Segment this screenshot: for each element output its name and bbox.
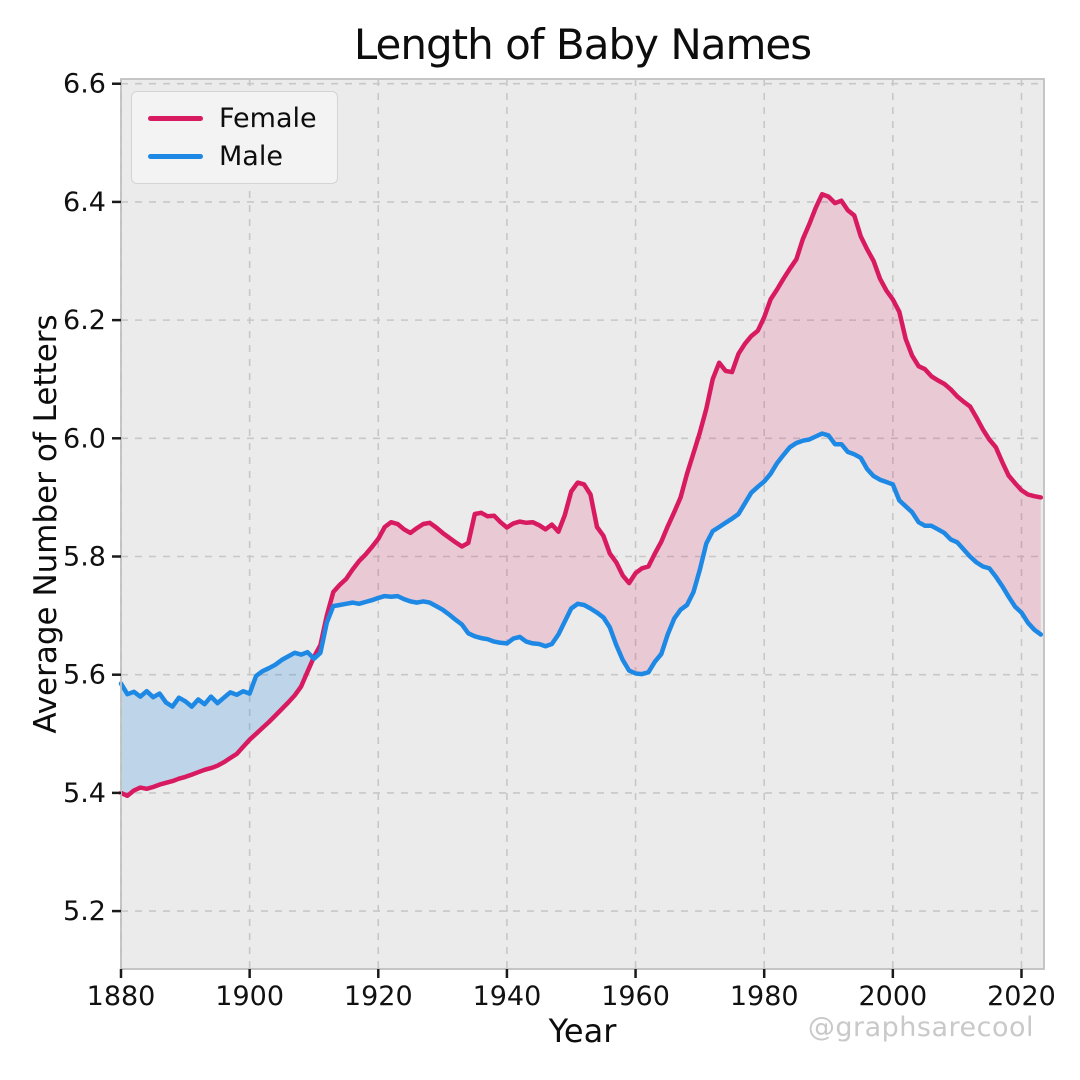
x-tick-label: 2020	[987, 981, 1056, 1012]
legend-item-female: Female	[148, 105, 317, 132]
y-tick-label: 6.4	[63, 187, 106, 218]
male-line	[118, 431, 1044, 709]
legend-label-female: Female	[219, 103, 317, 134]
y-axis-label: Average Number of Letters	[28, 314, 64, 734]
y-tick-label: 6.2	[63, 305, 106, 336]
y-tick-label: 5.4	[63, 778, 106, 809]
legend-item-male: Male	[148, 143, 317, 170]
x-axis-label: Year	[548, 1012, 617, 1050]
x-tick-label: 1960	[601, 981, 670, 1012]
y-tick-label: 5.8	[63, 542, 106, 573]
y-tick-label: 5.2	[63, 896, 106, 927]
female-line-swatch	[148, 116, 203, 121]
x-tick-label: 1940	[473, 981, 542, 1012]
legend-label-male: Male	[219, 141, 283, 172]
male-line-swatch	[148, 154, 203, 159]
plot-area	[121, 79, 1044, 969]
plot-border	[120, 78, 1045, 970]
female-line	[118, 191, 1044, 799]
fill-male-above	[121, 652, 314, 796]
chart-title: Length of Baby Names	[353, 20, 812, 69]
x-tick-label: 1880	[87, 981, 156, 1012]
x-tick-label: 1920	[344, 981, 413, 1012]
legend: Female Male	[131, 91, 338, 184]
fill-female-above	[313, 194, 1041, 675]
y-tick-label: 5.6	[63, 660, 106, 691]
x-tick-label: 2000	[858, 981, 927, 1012]
x-tick-label: 1900	[215, 981, 284, 1012]
y-tick-label: 6.6	[63, 69, 106, 100]
x-tick-label: 1980	[730, 981, 799, 1012]
y-tick-label: 6.0	[63, 423, 106, 454]
watermark: @graphsarecool	[807, 1012, 1034, 1043]
